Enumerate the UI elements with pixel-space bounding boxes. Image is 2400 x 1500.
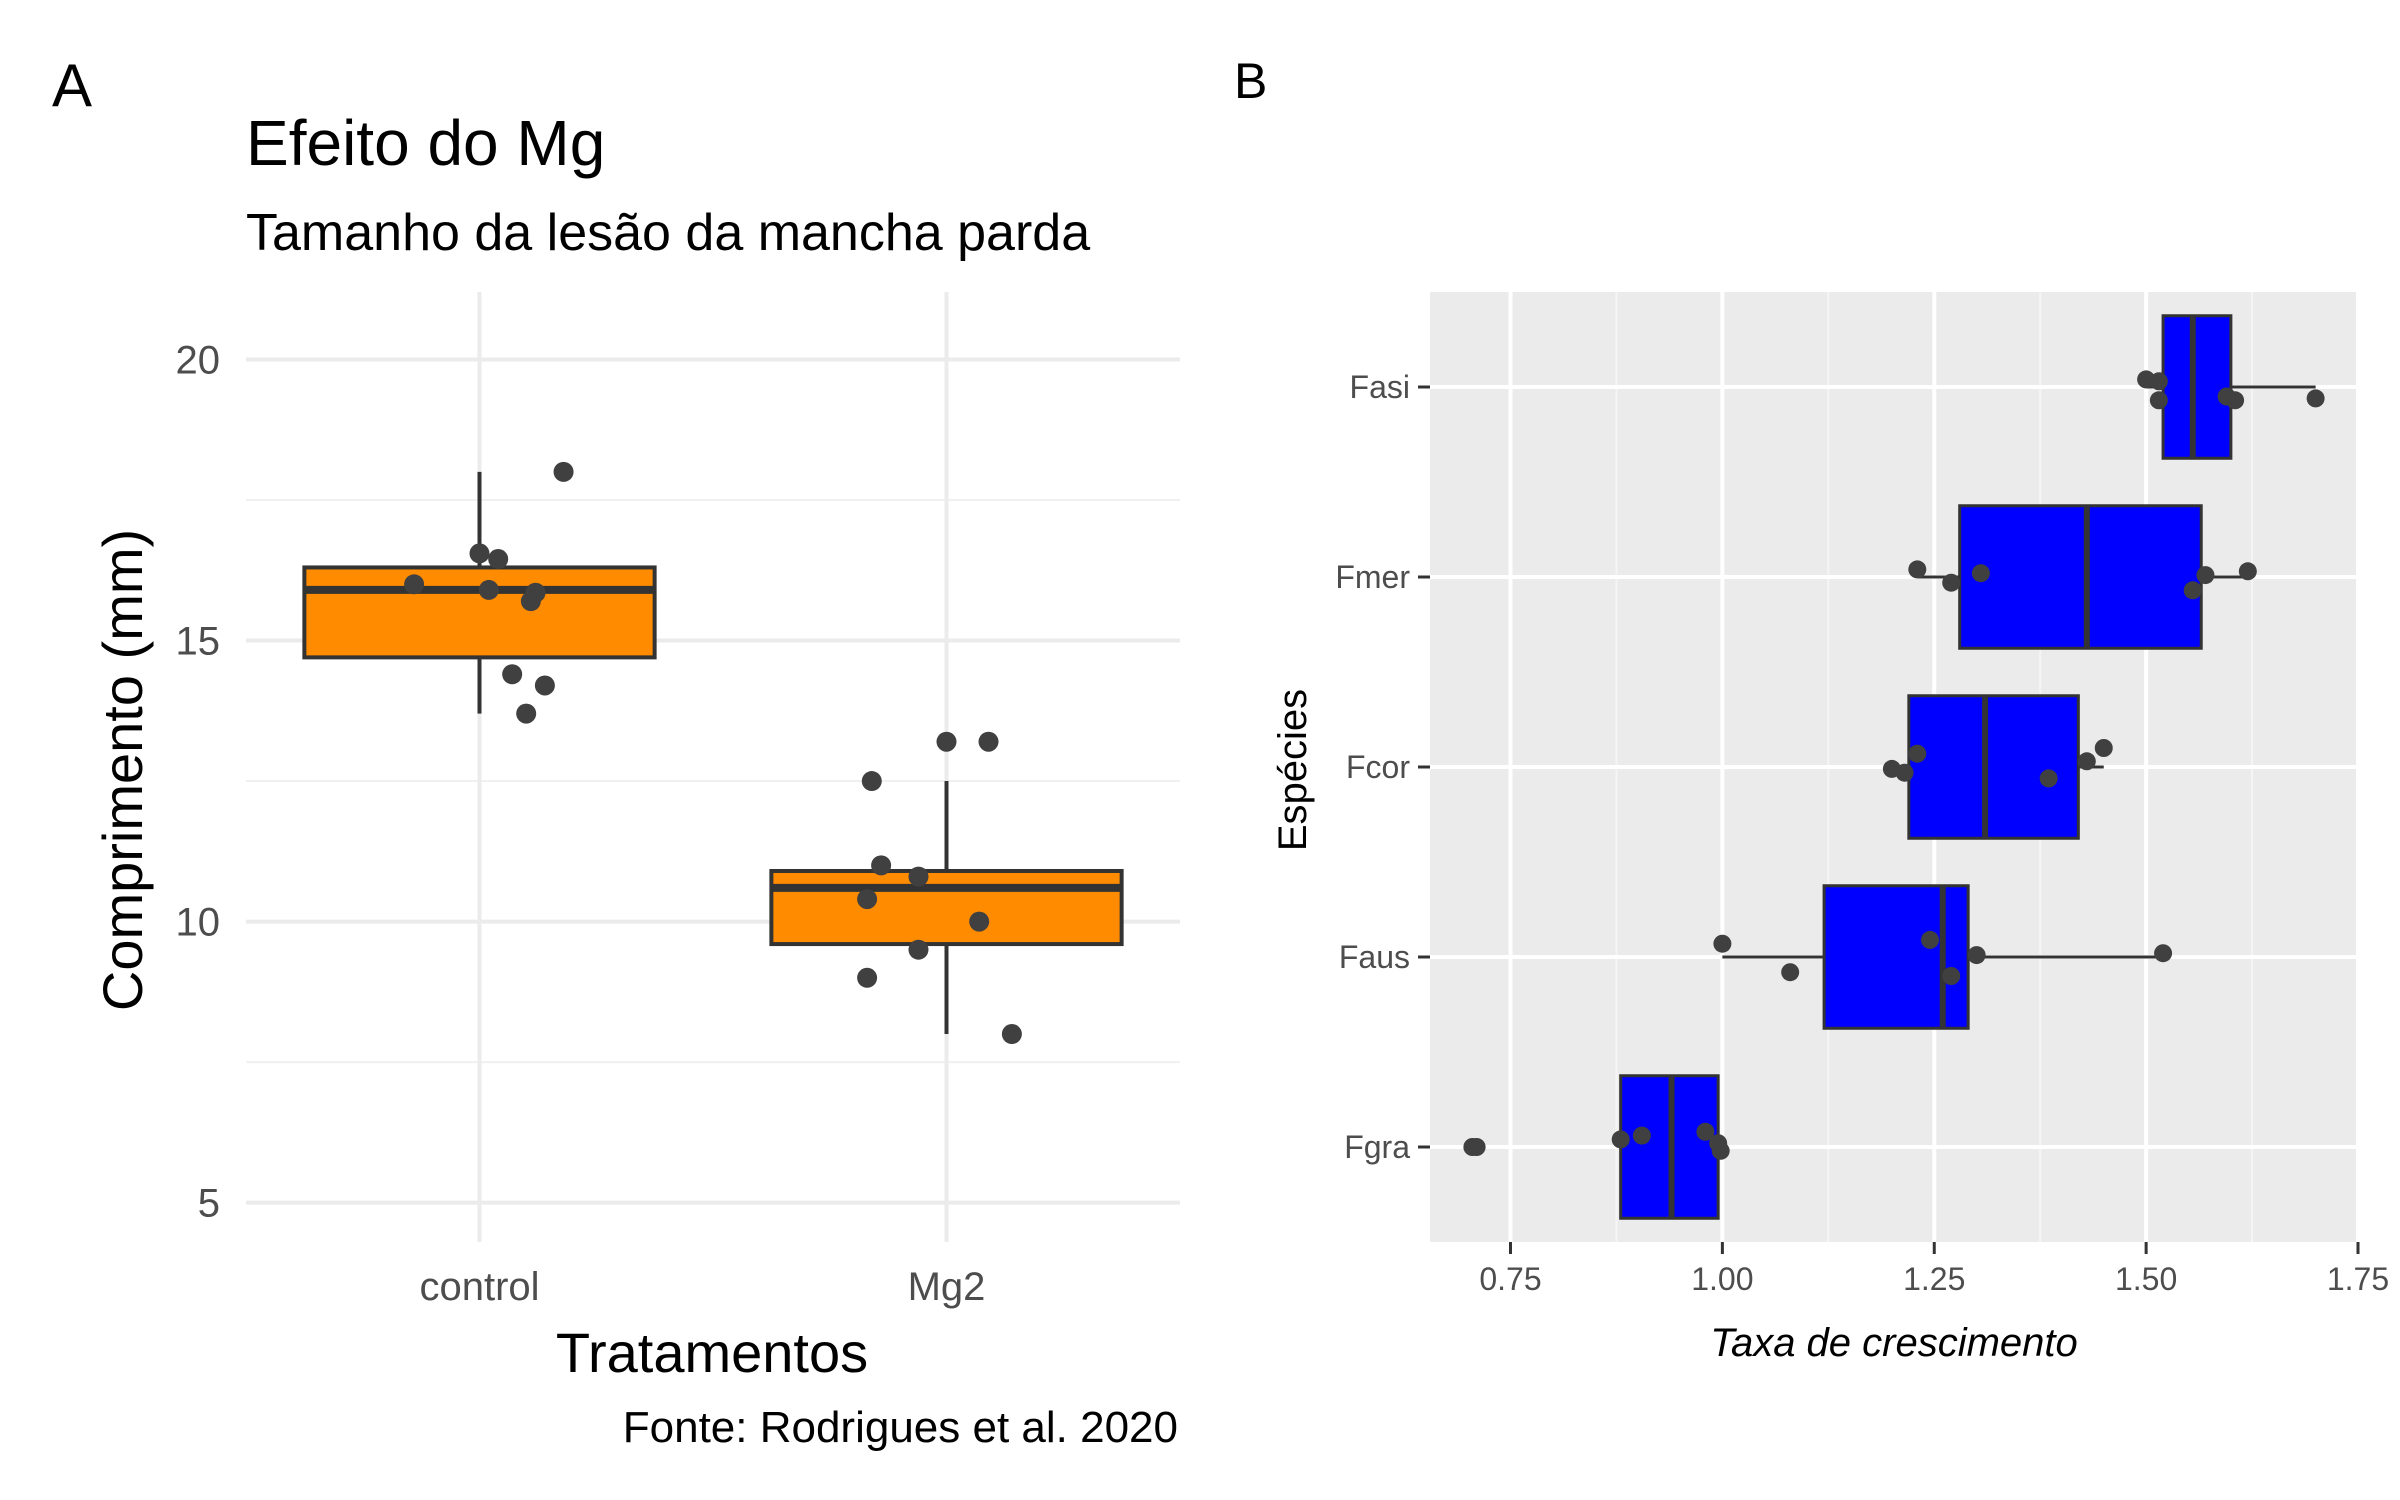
data-point-Fgra bbox=[1467, 1138, 1486, 1156]
y-tick-label: 10 bbox=[176, 901, 221, 945]
data-point-Mg2 bbox=[978, 731, 999, 752]
data-point-control bbox=[502, 664, 523, 685]
data-point-Mg2 bbox=[908, 939, 929, 960]
chart-a-y-ticks: 5 10 15 20 bbox=[176, 338, 221, 1225]
panel-b-tag: B bbox=[1234, 53, 1267, 109]
x-tick-label: 1.75 bbox=[2327, 1261, 2389, 1297]
data-point-control bbox=[488, 549, 509, 570]
chart-a-y-axis-label: Comprimento (mm) bbox=[91, 529, 154, 1011]
chart-b-y-ticks: Fgra Faus Fcor Fmer Fasi bbox=[1335, 369, 1430, 1165]
data-point-Fasi bbox=[2149, 372, 2168, 391]
data-point-Fcor bbox=[2039, 769, 2058, 788]
box-Fasi bbox=[2161, 314, 2233, 460]
box-control bbox=[302, 565, 657, 660]
data-point-Fgra bbox=[1632, 1126, 1651, 1145]
data-point-Fasi bbox=[2149, 391, 2168, 410]
x-tick-label: 1.50 bbox=[2115, 1261, 2177, 1297]
panel-a: A Efeito do Mg Tamanho da lesão da manch… bbox=[52, 52, 1180, 1452]
data-point-Faus bbox=[1967, 946, 1986, 965]
data-point-Fcor bbox=[1895, 763, 1914, 782]
box-Fcor bbox=[1907, 694, 2080, 840]
box-Mg2 bbox=[769, 868, 1124, 947]
y-tick-label: Fmer bbox=[1335, 559, 1410, 595]
y-tick-label: 5 bbox=[198, 1182, 220, 1226]
x-tick-label: control bbox=[419, 1265, 539, 1309]
box-Faus bbox=[1822, 884, 1970, 1030]
x-tick-label: 1.25 bbox=[1903, 1261, 1965, 1297]
data-point-Mg2 bbox=[857, 967, 878, 988]
data-point-Fasi bbox=[2306, 389, 2325, 408]
data-point-Mg2 bbox=[1001, 1024, 1022, 1045]
y-tick-label: 15 bbox=[176, 620, 221, 664]
data-point-Fgra bbox=[1711, 1141, 1730, 1160]
data-point-Faus bbox=[1942, 967, 1961, 985]
chart-a-grid bbox=[246, 292, 1180, 1242]
chart-a-x-ticks: control Mg2 bbox=[419, 1265, 985, 1309]
chart-b-x-axis-label: Taxa de crescimento bbox=[1710, 1321, 2078, 1365]
data-point-Mg2 bbox=[936, 731, 957, 752]
data-point-control bbox=[404, 574, 425, 595]
data-point-control bbox=[520, 591, 541, 612]
data-point-Faus bbox=[2154, 944, 2173, 963]
data-point-Fmer bbox=[2183, 581, 2202, 600]
x-tick-label: 0.75 bbox=[1479, 1261, 1541, 1297]
chart-b-boxes bbox=[1619, 314, 2316, 1220]
chart-a-x-axis-label: Tratamentos bbox=[556, 1321, 868, 1384]
data-point-control bbox=[553, 461, 574, 482]
data-point-Fmer bbox=[2238, 562, 2257, 581]
data-point-Fcor bbox=[2077, 752, 2096, 771]
data-point-Mg2 bbox=[969, 911, 990, 932]
chart-b-points bbox=[1463, 370, 2325, 1160]
data-point-Fasi bbox=[2226, 391, 2245, 410]
chart-a-subtitle: Tamanho da lesão da mancha parda bbox=[246, 204, 1090, 262]
data-point-Fmer bbox=[1971, 564, 1990, 583]
y-tick-label: Fasi bbox=[1350, 369, 1410, 405]
data-point-Fcor bbox=[2094, 739, 2113, 757]
data-point-control bbox=[534, 675, 555, 696]
data-point-control bbox=[516, 703, 537, 724]
chart-a-boxes bbox=[302, 471, 1124, 1035]
panel-a-tag: A bbox=[52, 52, 92, 119]
x-tick-label: 1.00 bbox=[1691, 1261, 1753, 1297]
box-Fmer bbox=[1958, 504, 2203, 650]
chart-a-title: Efeito do Mg bbox=[246, 107, 605, 179]
y-tick-label: Fgra bbox=[1344, 1129, 1410, 1165]
chart-b-x-ticks: 0.75 1.00 1.25 1.50 1.75 bbox=[1479, 1242, 2389, 1297]
data-point-Fmer bbox=[1908, 560, 1927, 579]
chart-a-points bbox=[404, 461, 1022, 1045]
data-point-Mg2 bbox=[857, 889, 878, 910]
data-point-Fcor bbox=[1908, 744, 1927, 763]
data-point-Faus bbox=[1713, 934, 1732, 953]
y-tick-label: 20 bbox=[176, 338, 221, 382]
data-point-Faus bbox=[1921, 930, 1940, 949]
data-point-Fgra bbox=[1696, 1122, 1715, 1141]
data-point-Mg2 bbox=[908, 866, 929, 887]
data-point-control bbox=[469, 543, 490, 564]
y-tick-label: Fcor bbox=[1346, 749, 1410, 785]
panel-b: B Fgra Faus Fcor Fmer Fasi 0.75 1.00 1.25 1.50 1… bbox=[1234, 53, 2389, 1365]
x-tick-label: Mg2 bbox=[908, 1265, 986, 1309]
data-point-Fmer bbox=[2196, 566, 2215, 585]
data-point-Fmer bbox=[1942, 573, 1961, 592]
chart-b-y-axis-label: Espécies bbox=[1271, 689, 1315, 851]
data-point-Fgra bbox=[1611, 1130, 1630, 1149]
chart-a-caption: Fonte: Rodrigues et al. 2020 bbox=[623, 1403, 1178, 1452]
data-point-Mg2 bbox=[871, 855, 892, 876]
data-point-Faus bbox=[1781, 963, 1800, 982]
y-tick-label: Faus bbox=[1339, 939, 1410, 975]
data-point-control bbox=[478, 579, 499, 600]
data-point-Mg2 bbox=[861, 771, 882, 792]
